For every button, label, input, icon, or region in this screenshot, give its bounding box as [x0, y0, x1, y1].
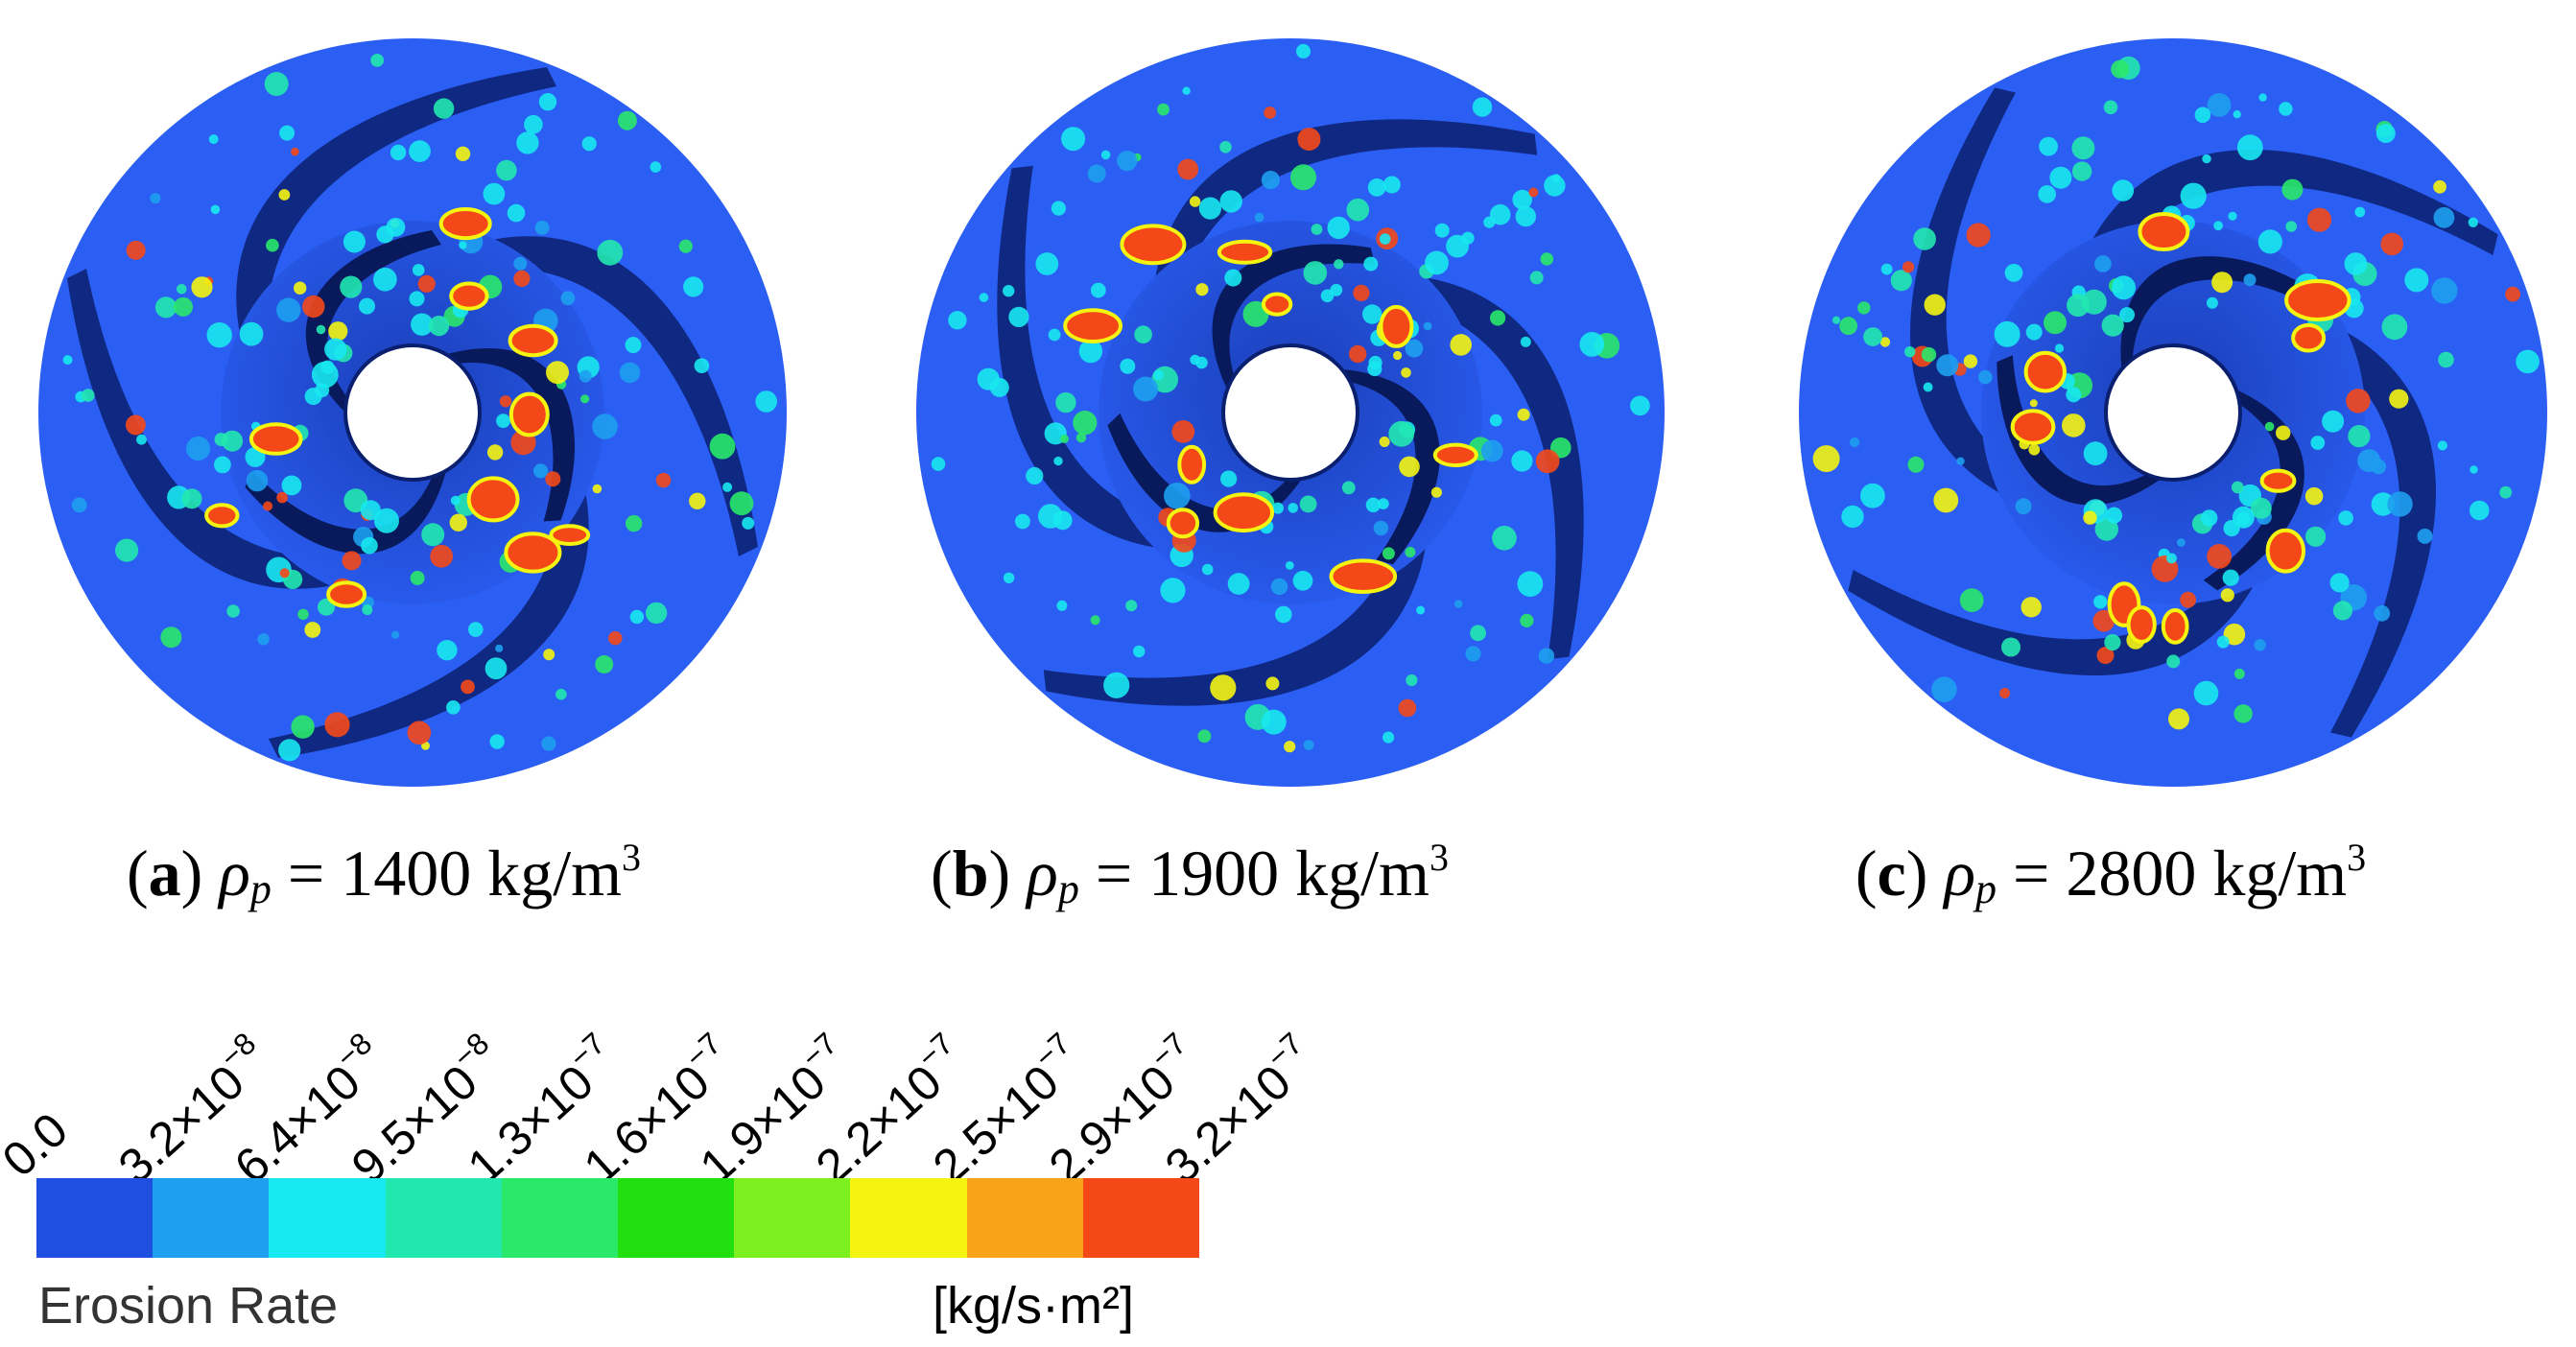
- legend-swatch-0: [36, 1178, 154, 1258]
- legend-color-bar: [36, 1178, 1200, 1258]
- caption-c: (c) ρp = 2800 kg/m3: [1855, 836, 2367, 912]
- caption-a: (a) ρp = 1400 kg/m3: [126, 836, 642, 912]
- legend-swatch-8: [966, 1178, 1083, 1258]
- legend-swatch-6: [734, 1178, 851, 1258]
- impeller-erosion-map-b: [897, 29, 1684, 796]
- impeller-shaft-hole: [2104, 343, 2242, 482]
- legend-unit: [kg/s·m²]: [933, 1277, 1134, 1335]
- impeller-shaft-hole: [343, 343, 482, 482]
- caption-b: (b) ρp = 1900 kg/m3: [931, 836, 1449, 912]
- legend-swatch-3: [385, 1178, 502, 1258]
- impeller-shaft-hole: [1221, 343, 1359, 482]
- impeller-erosion-map-c: [1780, 29, 2566, 796]
- legend-title: Erosion Rate: [38, 1277, 339, 1335]
- legend-tick-0: 0.0: [0, 1102, 78, 1188]
- legend-swatch-7: [850, 1178, 967, 1258]
- legend-swatch-1: [153, 1178, 270, 1258]
- legend-swatch-5: [618, 1178, 735, 1258]
- legend-swatch-2: [269, 1178, 386, 1258]
- impeller-erosion-map-a: [19, 29, 806, 796]
- legend-swatch-4: [501, 1178, 619, 1258]
- legend-swatch-9: [1082, 1178, 1200, 1258]
